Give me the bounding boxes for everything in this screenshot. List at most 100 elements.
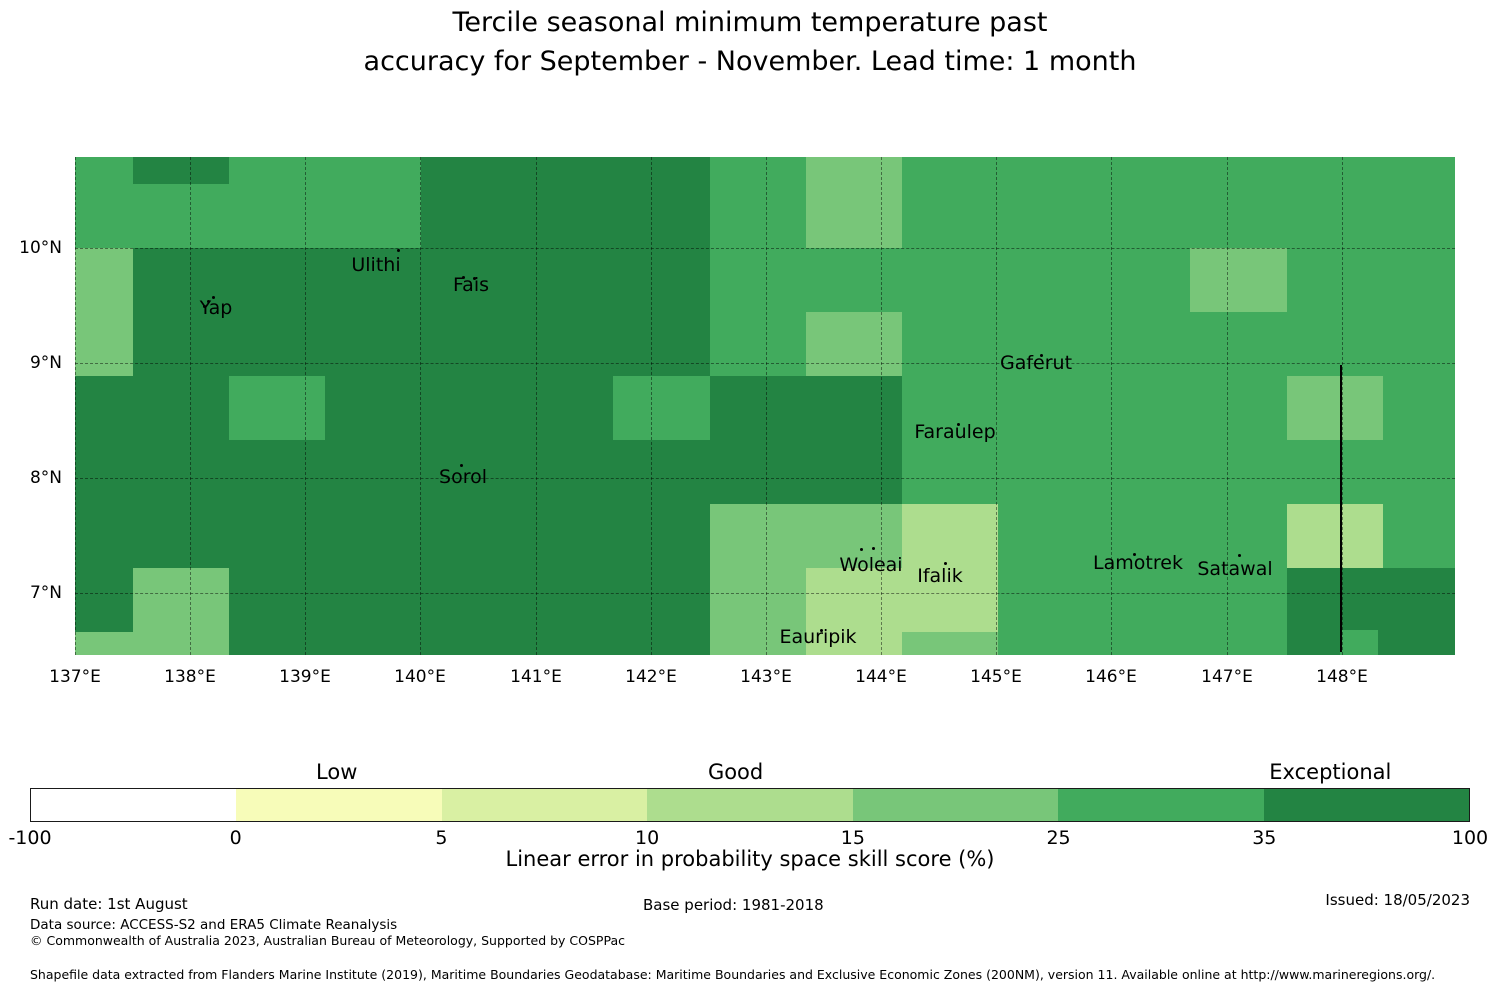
map-cell xyxy=(1383,504,1455,568)
map-cell xyxy=(998,312,1094,376)
map-cell xyxy=(902,440,998,504)
map-cell xyxy=(613,376,710,440)
x-tick-label: 137°E xyxy=(49,667,101,687)
map-cell xyxy=(517,376,613,440)
meridian-gridline xyxy=(766,157,767,655)
map-cell xyxy=(1287,248,1383,312)
meridian-gridline xyxy=(190,157,191,655)
map-cell xyxy=(325,632,421,655)
map-cell xyxy=(998,504,1094,568)
map-cell xyxy=(998,184,1094,248)
colorbar-tick-label: 25 xyxy=(1046,827,1071,849)
map-cell xyxy=(229,440,325,504)
map-cell-patch xyxy=(1340,630,1378,655)
map-cell xyxy=(1383,248,1455,312)
map-cell xyxy=(902,157,998,184)
meridian-gridline xyxy=(1111,157,1112,655)
map-cell xyxy=(75,312,133,376)
meridian-gridline xyxy=(651,157,652,655)
map-cell xyxy=(710,248,806,312)
map-cell xyxy=(1190,568,1287,632)
map-cell xyxy=(1287,568,1383,632)
base-period-text: Base period: 1981-2018 xyxy=(643,896,824,914)
map-cell xyxy=(517,568,613,632)
map-cell xyxy=(325,568,421,632)
map-cell xyxy=(902,312,998,376)
shapefile-note-text: Shapefile data extracted from Flanders M… xyxy=(30,967,1436,982)
map-cell xyxy=(75,184,133,248)
map-cell xyxy=(806,504,902,568)
y-tick-label: 8°N xyxy=(29,468,62,488)
map-cell xyxy=(1190,504,1287,568)
map-cell xyxy=(1383,376,1455,440)
colorbar-segment xyxy=(31,789,237,821)
eez-boundary-line xyxy=(1340,365,1342,652)
map-cell xyxy=(421,632,517,655)
island-label: Lamotrek xyxy=(1093,552,1183,574)
x-tick-label: 145°E xyxy=(970,667,1022,687)
map-cell xyxy=(229,248,325,312)
map-cell xyxy=(998,568,1094,632)
island-dot xyxy=(473,277,476,280)
map-cell xyxy=(613,632,710,655)
map-cell xyxy=(1190,376,1287,440)
island-label: Faraulep xyxy=(914,421,996,443)
colorbar-tick-label: 0 xyxy=(229,827,242,849)
map-cell xyxy=(1190,632,1287,655)
map-cell xyxy=(710,568,806,632)
map-cell xyxy=(421,248,517,312)
map-cell xyxy=(325,248,421,312)
x-tick-label: 144°E xyxy=(855,667,907,687)
island-dot xyxy=(203,305,206,308)
parallel-gridline xyxy=(75,363,1455,364)
map-cell xyxy=(1094,376,1190,440)
map-cell xyxy=(75,568,133,632)
map-cell xyxy=(517,504,613,568)
map-cell xyxy=(613,157,710,184)
colorbar-category-label: Good xyxy=(707,760,764,784)
island-label: Yap xyxy=(199,297,233,319)
colorbar-segment xyxy=(647,789,853,821)
map-cell xyxy=(806,632,902,655)
map-cell xyxy=(517,440,613,504)
map-cell xyxy=(806,184,902,248)
y-tick-label: 7°N xyxy=(29,583,62,603)
map-cell xyxy=(133,312,229,376)
map-cell xyxy=(325,440,421,504)
island-dot xyxy=(957,423,960,426)
map-cell xyxy=(75,376,133,440)
map-cell xyxy=(1287,184,1383,248)
meridian-gridline xyxy=(75,157,76,655)
meridian-gridline xyxy=(536,157,537,655)
island-label: Gaferut xyxy=(999,352,1073,374)
island-dot xyxy=(212,296,215,299)
map-cell xyxy=(806,248,902,312)
y-tick-label: 10°N xyxy=(19,238,62,258)
map-cell xyxy=(229,504,325,568)
map-cell xyxy=(133,157,229,184)
map-cell xyxy=(133,376,229,440)
colorbar-category-label: Low xyxy=(316,760,358,784)
y-tick-label: 9°N xyxy=(29,353,62,373)
map-cell xyxy=(613,568,710,632)
island-dot xyxy=(462,276,465,279)
map-cell xyxy=(1383,312,1455,376)
map-cell xyxy=(421,312,517,376)
colorbar xyxy=(30,788,1470,822)
map-cell xyxy=(325,376,421,440)
map-cell xyxy=(710,504,806,568)
chart-title-line2: accuracy for September - November. Lead … xyxy=(363,46,1137,77)
map-cell xyxy=(806,312,902,376)
x-tick-label: 148°E xyxy=(1316,667,1368,687)
map-cell xyxy=(902,504,998,568)
map-cell xyxy=(517,184,613,248)
map-cell xyxy=(517,157,613,184)
colorbar-segment xyxy=(1058,789,1264,821)
map-cell xyxy=(902,184,998,248)
parallel-gridline xyxy=(75,478,1455,479)
map-cell xyxy=(806,157,902,184)
map-cell xyxy=(998,248,1094,312)
x-tick-label: 142°E xyxy=(625,667,677,687)
map-cell xyxy=(1094,632,1190,655)
